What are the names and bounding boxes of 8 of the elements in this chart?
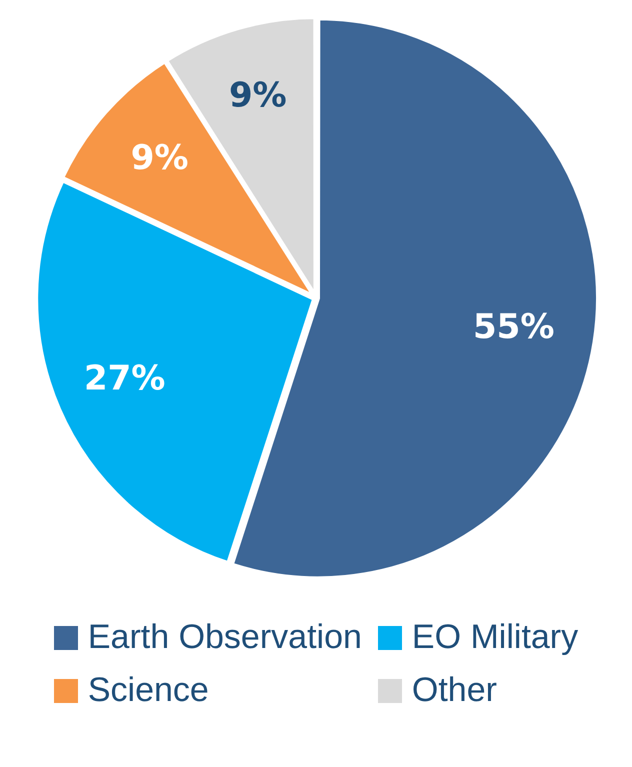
data-label: 27% — [84, 358, 166, 399]
legend-label: Earth Observation — [88, 618, 362, 657]
data-label: 9% — [228, 76, 287, 116]
legend-label: Science — [88, 671, 209, 710]
legend-label: EO Military — [412, 618, 578, 657]
data-label: 55% — [473, 307, 554, 348]
legend-label: Other — [412, 671, 497, 710]
data-label: 9% — [130, 138, 188, 178]
